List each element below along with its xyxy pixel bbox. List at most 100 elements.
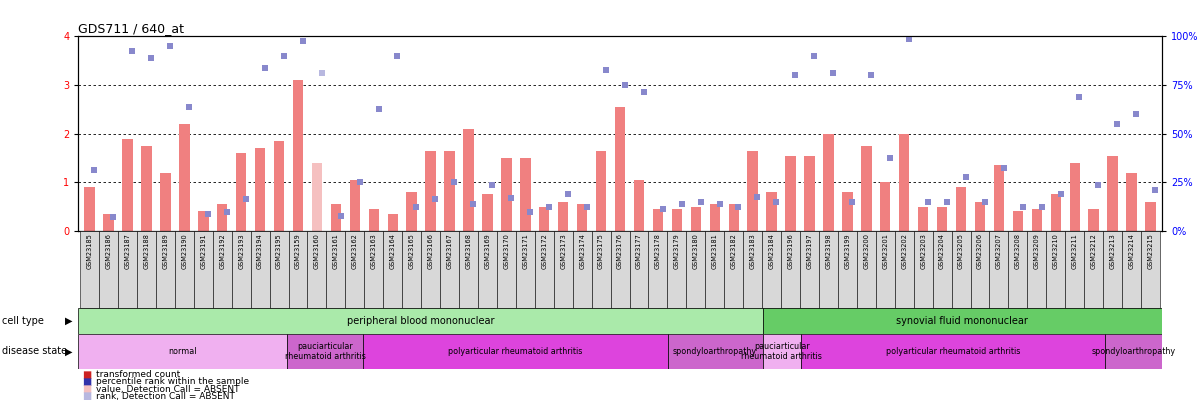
Bar — [160, 173, 171, 231]
Text: polyarticular rheumatoid arthritis: polyarticular rheumatoid arthritis — [886, 347, 1020, 356]
Text: GDS711 / 640_at: GDS711 / 640_at — [78, 22, 184, 35]
Text: GSM23187: GSM23187 — [124, 233, 130, 269]
Text: GSM23194: GSM23194 — [258, 233, 264, 269]
Text: GSM23162: GSM23162 — [352, 233, 358, 269]
Text: GSM23184: GSM23184 — [768, 233, 774, 269]
Bar — [728, 204, 739, 231]
Bar — [573, 231, 591, 308]
Bar — [1088, 209, 1099, 231]
Bar — [861, 146, 872, 231]
Text: GSM23185: GSM23185 — [87, 233, 93, 269]
Text: value, Detection Call = ABSENT: value, Detection Call = ABSENT — [96, 385, 240, 394]
Text: GSM23196: GSM23196 — [787, 233, 793, 269]
Text: GSM23176: GSM23176 — [618, 233, 622, 269]
Bar — [217, 204, 228, 231]
Bar — [273, 141, 284, 231]
Bar — [464, 129, 473, 231]
Text: polyarticular rheumatoid arthritis: polyarticular rheumatoid arthritis — [448, 347, 583, 356]
Text: spondyloarthropathy: spondyloarthropathy — [673, 347, 757, 356]
Bar — [478, 231, 497, 308]
Point — [218, 209, 237, 215]
Bar — [577, 204, 588, 231]
Text: GSM23199: GSM23199 — [844, 233, 850, 269]
Point — [275, 53, 294, 59]
Point — [350, 179, 370, 185]
Point — [1032, 203, 1051, 210]
Bar — [725, 231, 743, 308]
Point — [843, 198, 862, 205]
Bar — [838, 231, 857, 308]
Point — [444, 179, 464, 185]
Bar — [515, 231, 535, 308]
Text: ■: ■ — [82, 384, 92, 394]
Point — [956, 174, 975, 181]
Point — [919, 198, 938, 205]
Text: GSM23165: GSM23165 — [408, 233, 414, 269]
Point — [672, 201, 691, 207]
Point — [388, 53, 407, 59]
Text: GSM23207: GSM23207 — [996, 233, 1002, 269]
Text: GSM23202: GSM23202 — [902, 233, 908, 269]
Point — [1145, 186, 1164, 193]
Text: pauciarticular
rheumatoid arthritis: pauciarticular rheumatoid arthritis — [285, 342, 366, 361]
Bar — [441, 231, 459, 308]
Point — [767, 198, 786, 205]
Text: GSM23212: GSM23212 — [1091, 233, 1097, 269]
Text: GSM23171: GSM23171 — [523, 233, 529, 269]
Point — [199, 211, 218, 217]
Bar — [748, 151, 757, 231]
Point — [464, 201, 483, 207]
Bar — [213, 231, 231, 308]
Point — [975, 198, 995, 205]
Text: GSM23168: GSM23168 — [466, 233, 472, 269]
Bar — [1027, 231, 1046, 308]
Point — [615, 82, 635, 88]
Bar — [1105, 334, 1162, 369]
Text: GSM23178: GSM23178 — [655, 233, 661, 269]
Bar — [785, 156, 796, 231]
Bar — [951, 231, 970, 308]
Bar — [824, 134, 833, 231]
Bar — [346, 231, 365, 308]
Text: transformed count: transformed count — [96, 370, 181, 379]
Point — [861, 72, 880, 79]
Bar — [801, 334, 1105, 369]
Text: GSM23167: GSM23167 — [447, 233, 453, 269]
Text: GSM23182: GSM23182 — [731, 233, 737, 269]
Bar — [917, 207, 928, 231]
Bar — [137, 231, 157, 308]
Point — [577, 203, 596, 210]
Point — [483, 181, 502, 188]
Point — [1070, 94, 1090, 100]
Bar — [895, 231, 914, 308]
Text: GSM23164: GSM23164 — [390, 233, 396, 269]
Bar — [535, 231, 554, 308]
Text: GSM23159: GSM23159 — [295, 233, 301, 269]
Bar — [99, 231, 118, 308]
Point — [1051, 191, 1070, 198]
Text: GSM23160: GSM23160 — [314, 233, 320, 269]
Bar — [141, 146, 152, 231]
Text: GSM23186: GSM23186 — [106, 233, 112, 269]
Bar — [270, 231, 289, 308]
Text: GSM23166: GSM23166 — [427, 233, 433, 269]
Bar — [554, 231, 573, 308]
Point — [179, 104, 199, 110]
Bar — [81, 231, 99, 308]
Bar — [1108, 156, 1117, 231]
Text: GSM23193: GSM23193 — [238, 233, 244, 269]
Point — [1088, 181, 1108, 188]
Bar — [672, 209, 683, 231]
Bar — [497, 231, 515, 308]
Bar — [364, 334, 667, 369]
Text: GSM23210: GSM23210 — [1052, 233, 1058, 269]
Bar — [880, 182, 891, 231]
Bar — [199, 211, 208, 231]
Bar — [179, 124, 189, 231]
Bar — [1084, 231, 1103, 308]
Point — [502, 194, 521, 201]
Bar — [459, 231, 478, 308]
Text: GSM23213: GSM23213 — [1110, 233, 1116, 269]
Bar — [804, 156, 815, 231]
Bar — [520, 158, 531, 231]
